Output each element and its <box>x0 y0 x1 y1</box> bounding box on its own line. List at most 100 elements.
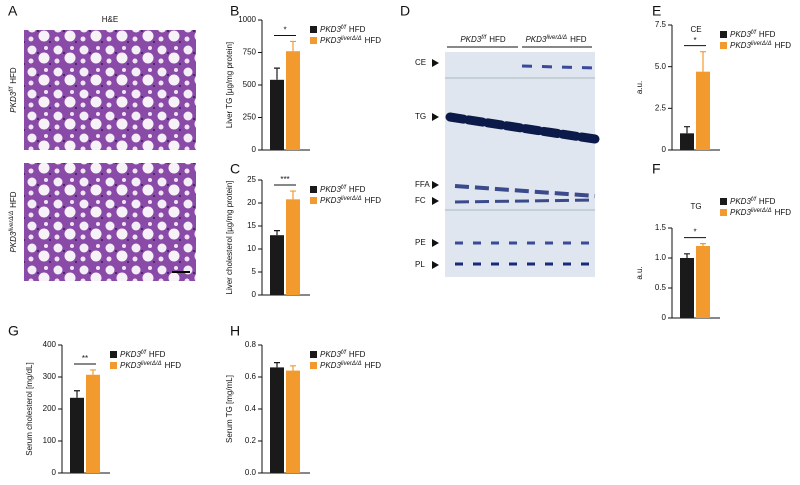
genotype: f/f <box>341 185 347 191</box>
significance-label: * <box>283 26 286 35</box>
legend-label: PKD3liverΔ/Δ HFD <box>320 361 381 371</box>
legend-swatch <box>720 209 727 216</box>
legend-swatch <box>110 351 117 358</box>
legend-swatch <box>720 198 727 205</box>
chart-title: CE <box>690 25 701 34</box>
legend-label: PKD3f/f HFD <box>730 197 776 207</box>
legend-label: PKD3liverΔ/Δ HFD <box>730 208 791 218</box>
error-bar <box>290 190 296 200</box>
tlc-plate <box>445 52 600 277</box>
error-bar <box>74 390 80 398</box>
gene: PKD3 <box>730 30 751 39</box>
y-tick-label: 0.6 <box>245 372 257 381</box>
lane-group-label: PKD3liverΔ/Δ HFD <box>525 35 586 45</box>
panel-letter: D <box>400 3 410 19</box>
gene: PKD3 <box>120 361 141 370</box>
condition: HFD <box>489 35 506 44</box>
panel-letter: G <box>8 323 19 339</box>
gene: PKD3 <box>730 208 751 217</box>
gene: PKD3 <box>320 196 341 205</box>
condition: HFD <box>349 350 366 359</box>
bar <box>286 199 300 295</box>
legend-label: PKD3f/f HFD <box>320 350 366 360</box>
y-tick-label: 20 <box>247 198 256 207</box>
legend-swatch <box>310 351 317 358</box>
condition: HFD <box>9 191 18 208</box>
y-tick-label: 0.8 <box>245 340 257 349</box>
y-axis-label: a.u. <box>635 81 644 94</box>
chart-title: TG <box>690 202 701 211</box>
gene: PKD3 <box>9 91 18 112</box>
error-bar <box>684 126 690 134</box>
y-tick-label: 250 <box>243 113 257 122</box>
lane-group-label: PKD3f/f HFD <box>460 35 506 45</box>
genotype: liverΔ/Δ <box>341 361 362 367</box>
bar <box>680 133 694 150</box>
y-tick-label: 300 <box>43 372 57 381</box>
gene: PKD3 <box>320 185 341 194</box>
bar <box>70 397 84 473</box>
y-tick-label: 0 <box>252 290 257 299</box>
condition: HFD <box>365 196 382 205</box>
gene: PKD3 <box>525 35 546 44</box>
y-tick-label: 0 <box>662 313 667 322</box>
legend-label: PKD3liverΔ/Δ HFD <box>730 41 791 51</box>
significance-label: *** <box>280 175 289 184</box>
y-tick-label: 0 <box>252 145 257 154</box>
legend-label: PKD3f/f HFD <box>730 30 776 40</box>
condition: HFD <box>149 350 166 359</box>
significance-label: ** <box>82 354 88 363</box>
genotype: f/f <box>141 350 147 356</box>
y-axis-label: a.u. <box>635 266 644 279</box>
genotype: liverΔ/Δ <box>751 41 772 47</box>
gene: PKD3 <box>320 36 341 45</box>
condition: HFD <box>365 361 382 370</box>
genotype: liverΔ/Δ <box>546 35 567 41</box>
genotype: liverΔ/Δ <box>341 36 362 42</box>
band-arrow <box>432 113 439 121</box>
y-axis-label: Serum TG [mg/mL] <box>225 375 234 443</box>
condition: HFD <box>570 35 587 44</box>
genotype: f/f <box>751 30 757 36</box>
row-label: PKD3liverΔ/Δ HFD <box>9 191 19 252</box>
error-bar <box>684 253 690 258</box>
bar <box>270 367 284 473</box>
condition: HFD <box>349 185 366 194</box>
y-tick-label: 0.0 <box>245 468 257 477</box>
error-bar <box>90 369 96 375</box>
legend-swatch <box>720 31 727 38</box>
y-tick-label: 7.5 <box>655 20 667 29</box>
condition: HFD <box>165 361 182 370</box>
bar <box>680 258 694 318</box>
genotype: f/f <box>9 85 15 91</box>
panel-letter: E <box>652 3 661 19</box>
condition: HFD <box>349 25 366 34</box>
panel-letter: H <box>230 323 240 339</box>
gene: PKD3 <box>320 25 341 34</box>
y-tick-label: 5.0 <box>655 62 667 71</box>
gene: PKD3 <box>730 41 751 50</box>
band-label: FC <box>415 196 426 205</box>
y-tick-label: 0.2 <box>245 436 257 445</box>
band-label: TG <box>415 112 426 121</box>
legend-swatch <box>720 42 727 49</box>
panel-letter: C <box>230 161 240 177</box>
legend-swatch <box>310 197 317 204</box>
band-label: PL <box>415 260 425 269</box>
error-bar <box>700 51 706 72</box>
bar <box>270 79 284 150</box>
y-tick-label: 400 <box>43 340 57 349</box>
y-tick-label: 10 <box>247 244 256 253</box>
image-title: H&E <box>102 15 118 24</box>
y-tick-label: 750 <box>243 48 257 57</box>
bar <box>286 370 300 473</box>
y-tick-label: 25 <box>247 175 256 184</box>
y-tick-label: 0.5 <box>655 283 667 292</box>
y-tick-label: 15 <box>247 221 256 230</box>
legend-label: PKD3f/f HFD <box>320 185 366 195</box>
panel-letter: F <box>652 161 661 177</box>
gene: PKD3 <box>320 361 341 370</box>
condition: HFD <box>365 36 382 45</box>
condition: HFD <box>775 41 792 50</box>
